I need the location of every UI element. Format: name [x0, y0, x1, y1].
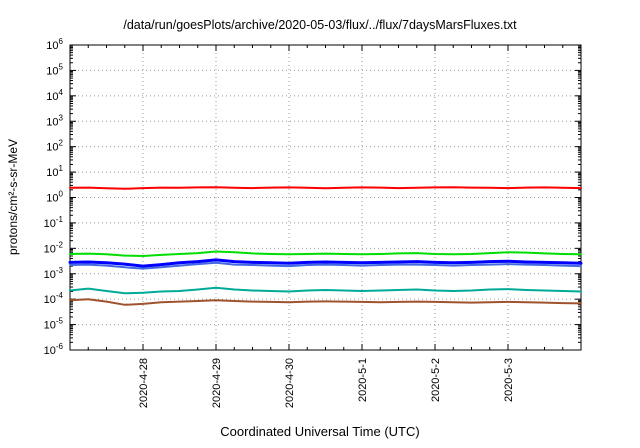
series-light-blue: [69, 261, 582, 270]
series-green: [69, 250, 582, 257]
y-tick-label: 10-5: [44, 317, 64, 332]
x-tick-label: 2020-5-1: [357, 358, 369, 402]
chart-title: /data/run/goesPlots/archive/2020-05-03/f…: [123, 18, 517, 32]
series-blue: [68, 258, 583, 268]
y-tick-label: 102: [46, 139, 63, 154]
series-red: [69, 186, 582, 190]
y-axis-label: protons/cm²-s-sr-MeV: [6, 139, 20, 255]
y-tick-label: 104: [46, 88, 63, 103]
x-tick-label: 2020-5-2: [430, 358, 442, 402]
series-brown: [69, 298, 582, 306]
y-tick-label: 10-2: [44, 240, 64, 255]
x-tick-label: 2020-4-28: [138, 358, 150, 408]
y-tick-label: 10-3: [44, 266, 64, 281]
y-tick-label: 10-1: [44, 215, 64, 230]
y-tick-label: 10-4: [44, 291, 64, 306]
y-tick-label: 101: [46, 164, 63, 179]
plot-border: [69, 44, 582, 351]
series-teal: [69, 286, 582, 295]
y-tick-label: 106: [46, 37, 63, 52]
y-tick-label: 103: [46, 113, 63, 128]
y-tick-label: 100: [46, 190, 63, 205]
y-tick-label: 10-6: [44, 342, 64, 357]
x-tick-label: 2020-4-29: [211, 358, 223, 408]
x-axis-label: Coordinated Universal Time (UTC): [220, 424, 420, 439]
y-tick-label: 105: [46, 62, 63, 77]
x-tick-label: 2020-4-30: [284, 358, 296, 408]
x-tick-label: 2020-5-3: [503, 358, 515, 402]
